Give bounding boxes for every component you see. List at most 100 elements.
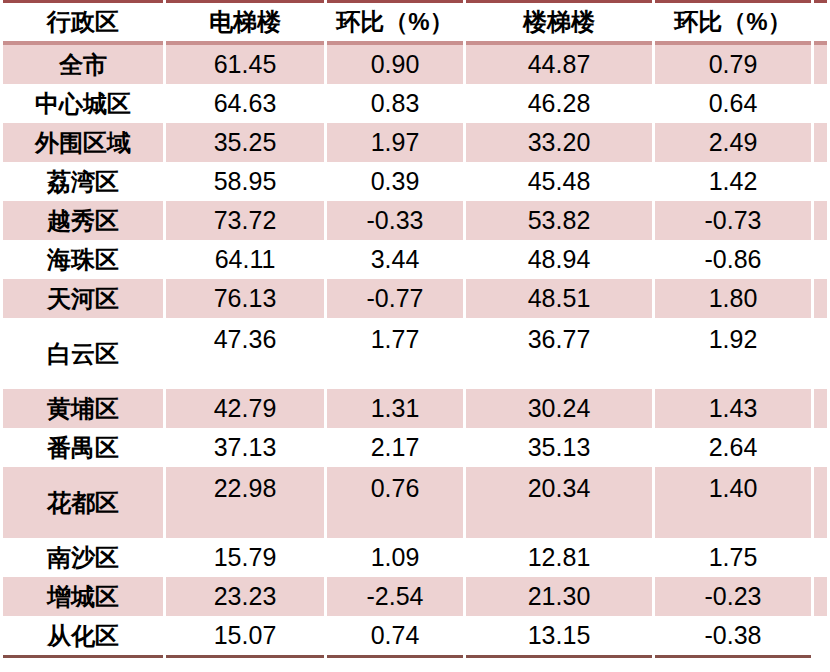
value-cell: -0.86 <box>655 240 811 279</box>
district-cell: 荔湾区 <box>3 162 163 201</box>
value-cell: 48.51 <box>466 279 652 318</box>
value-cell: 0.39 <box>327 162 463 201</box>
table-row: 花都区 22.98 0.76 20.34 1.40 <box>3 467 827 538</box>
value-cell: 2.17 <box>327 428 463 467</box>
header-spacer <box>814 0 827 45</box>
value-cell: -2.54 <box>327 577 463 616</box>
table-row: 白云区 47.36 1.77 36.77 1.92 <box>3 318 827 389</box>
value-cell: 36.77 <box>466 318 652 389</box>
district-cell: 黄埔区 <box>3 389 163 428</box>
value-cell: 1.77 <box>327 318 463 389</box>
header-elevator-mom: 环比（%） <box>327 0 463 45</box>
value-cell: -0.73 <box>655 201 811 240</box>
spacer-cell <box>814 162 827 201</box>
spacer-cell <box>814 84 827 123</box>
value-cell: 64.63 <box>166 84 324 123</box>
value-cell: 58.95 <box>166 162 324 201</box>
value-cell: 42.79 <box>166 389 324 428</box>
district-cell: 天河区 <box>3 279 163 318</box>
value-cell: -0.77 <box>327 279 463 318</box>
table-row: 天河区 76.13 -0.77 48.51 1.80 <box>3 279 827 318</box>
value-cell: 1.40 <box>655 467 811 538</box>
value-cell: 61.45 <box>166 45 324 84</box>
value-cell: 1.80 <box>655 279 811 318</box>
value-cell: 0.79 <box>655 45 811 84</box>
value-cell: 1.42 <box>655 162 811 201</box>
value-cell: 23.23 <box>166 577 324 616</box>
value-cell: 15.07 <box>166 616 324 658</box>
district-cell: 中心城区 <box>3 84 163 123</box>
district-cell: 番禺区 <box>3 428 163 467</box>
value-cell: 0.76 <box>327 467 463 538</box>
spacer-cell <box>814 577 827 616</box>
value-cell: 1.92 <box>655 318 811 389</box>
district-cell: 增城区 <box>3 577 163 616</box>
table-row: 番禺区 37.13 2.17 35.13 2.64 <box>3 428 827 467</box>
value-cell: 22.98 <box>166 467 324 538</box>
value-cell: 0.90 <box>327 45 463 84</box>
table-row: 中心城区 64.63 0.83 46.28 0.64 <box>3 84 827 123</box>
spacer-cell <box>814 201 827 240</box>
value-cell: 20.34 <box>466 467 652 538</box>
spacer-cell <box>814 279 827 318</box>
table-row: 从化区 15.07 0.74 13.15 -0.38 <box>3 616 827 658</box>
value-cell: 64.11 <box>166 240 324 279</box>
value-cell: 44.87 <box>466 45 652 84</box>
value-cell: 0.74 <box>327 616 463 658</box>
value-cell: 1.75 <box>655 538 811 577</box>
value-cell: 1.43 <box>655 389 811 428</box>
spacer-cell <box>814 318 827 389</box>
value-cell: 1.97 <box>327 123 463 162</box>
value-cell: 73.72 <box>166 201 324 240</box>
table-row: 增城区 23.23 -2.54 21.30 -0.23 <box>3 577 827 616</box>
header-row: 行政区 电梯楼 环比（%） 楼梯楼 环比（%） <box>3 0 827 45</box>
value-cell: 35.13 <box>466 428 652 467</box>
district-cell: 越秀区 <box>3 201 163 240</box>
value-cell: 53.82 <box>466 201 652 240</box>
spacer-cell <box>814 389 827 428</box>
spacer-cell <box>814 428 827 467</box>
value-cell: 1.31 <box>327 389 463 428</box>
header-elevator: 电梯楼 <box>166 0 324 45</box>
table-row: 黄埔区 42.79 1.31 30.24 1.43 <box>3 389 827 428</box>
value-cell: 30.24 <box>466 389 652 428</box>
district-cell: 花都区 <box>3 467 163 538</box>
value-cell: 48.94 <box>466 240 652 279</box>
table-row: 荔湾区 58.95 0.39 45.48 1.42 <box>3 162 827 201</box>
table-row: 越秀区 73.72 -0.33 53.82 -0.73 <box>3 201 827 240</box>
value-cell: -0.23 <box>655 577 811 616</box>
district-price-table: 行政区 电梯楼 环比（%） 楼梯楼 环比（%） 全市 61.45 0.90 44… <box>0 0 830 658</box>
district-cell: 外围区域 <box>3 123 163 162</box>
value-cell: 0.83 <box>327 84 463 123</box>
district-cell: 海珠区 <box>3 240 163 279</box>
district-cell: 白云区 <box>3 318 163 389</box>
spacer-cell <box>814 123 827 162</box>
value-cell: -0.38 <box>655 616 811 658</box>
table-row: 全市 61.45 0.90 44.87 0.79 <box>3 45 827 84</box>
header-district: 行政区 <box>3 0 163 45</box>
value-cell: 35.25 <box>166 123 324 162</box>
value-cell: 2.49 <box>655 123 811 162</box>
value-cell: 12.81 <box>466 538 652 577</box>
spacer-cell <box>814 538 827 577</box>
value-cell: 15.79 <box>166 538 324 577</box>
value-cell: 76.13 <box>166 279 324 318</box>
value-cell: 2.64 <box>655 428 811 467</box>
table-row: 海珠区 64.11 3.44 48.94 -0.86 <box>3 240 827 279</box>
table-row: 外围区域 35.25 1.97 33.20 2.49 <box>3 123 827 162</box>
value-cell: 45.48 <box>466 162 652 201</box>
table-row: 南沙区 15.79 1.09 12.81 1.75 <box>3 538 827 577</box>
value-cell: 3.44 <box>327 240 463 279</box>
district-cell: 全市 <box>3 45 163 84</box>
value-cell: -0.33 <box>327 201 463 240</box>
header-stair-mom: 环比（%） <box>655 0 811 45</box>
value-cell: 33.20 <box>466 123 652 162</box>
value-cell: 0.64 <box>655 84 811 123</box>
value-cell: 37.13 <box>166 428 324 467</box>
header-stair: 楼梯楼 <box>466 0 652 45</box>
value-cell: 13.15 <box>466 616 652 658</box>
value-cell: 1.09 <box>327 538 463 577</box>
spacer-cell <box>814 467 827 538</box>
value-cell: 46.28 <box>466 84 652 123</box>
spacer-cell <box>814 45 827 84</box>
